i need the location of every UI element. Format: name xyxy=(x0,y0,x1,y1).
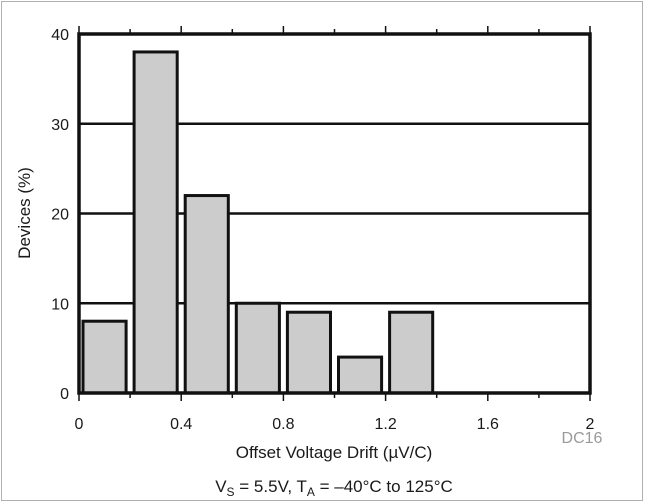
note-v: V xyxy=(215,477,227,496)
x-tick-label-1: 0.4 xyxy=(170,416,192,433)
test-condition-note: VS = 5.5V, TA = –40°C to 125°C xyxy=(215,477,453,499)
histogram-bar-3 xyxy=(234,301,281,395)
histogram-bar-1 xyxy=(132,50,179,395)
x-tick-label-5: 2 xyxy=(586,416,595,433)
y-axis-label: Devices (%) xyxy=(15,167,34,259)
x-tick-label-4: 1.6 xyxy=(477,416,499,433)
note-v-sub: S xyxy=(227,485,235,499)
figure-code: DC16 xyxy=(562,430,603,447)
y-tick-label-1: 10 xyxy=(51,296,69,313)
note-t-sub: A xyxy=(307,485,315,499)
y-tick-label-3: 30 xyxy=(51,117,69,134)
y-tick-label-0: 0 xyxy=(60,386,69,403)
histogram-bar-6 xyxy=(388,310,435,395)
y-tick-label-2: 20 xyxy=(51,207,69,224)
note-v-rest: = 5.5V, T xyxy=(235,477,307,496)
histogram-bar-5 xyxy=(337,355,384,395)
histogram-bar-0 xyxy=(81,319,128,395)
bars xyxy=(81,50,435,395)
histogram-bar-2 xyxy=(183,194,230,395)
x-tick-label-0: 0 xyxy=(75,416,84,433)
x-tick-labels: 0 0.4 0.8 1.2 1.6 2 xyxy=(75,416,595,433)
x-tick-label-3: 1.2 xyxy=(374,416,396,433)
axis-ticks xyxy=(78,26,591,401)
note-t-rest: = –40°C to 125°C xyxy=(315,477,453,496)
y-tick-label-4: 40 xyxy=(51,27,69,44)
y-tick-labels: 0 10 20 30 40 xyxy=(51,27,69,403)
x-tick-label-2: 0.8 xyxy=(272,416,294,433)
x-axis-label: Offset Voltage Drift (µV/C) xyxy=(236,443,433,462)
histogram-bar-4 xyxy=(285,310,332,395)
